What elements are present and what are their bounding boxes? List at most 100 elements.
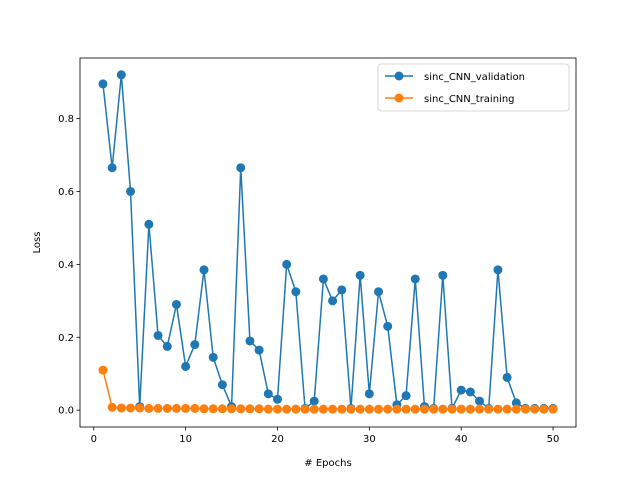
data-point-sinc-cnn-training	[98, 365, 108, 375]
data-point-sinc-cnn-training	[548, 404, 558, 414]
data-point-sinc-cnn-training	[401, 404, 411, 414]
data-point-sinc-cnn-validation	[217, 380, 227, 390]
data-point-sinc-cnn-validation	[190, 340, 200, 350]
data-point-sinc-cnn-validation	[383, 321, 393, 331]
x-axis-ticks: 0 10 20 30 40 50	[91, 427, 559, 445]
data-point-sinc-cnn-validation	[254, 345, 264, 355]
data-point-sinc-cnn-training	[190, 403, 200, 413]
data-point-sinc-cnn-validation	[162, 341, 172, 351]
data-point-sinc-cnn-validation	[245, 336, 255, 346]
data-point-sinc-cnn-validation	[465, 387, 475, 397]
data-point-sinc-cnn-validation	[236, 163, 246, 173]
data-point-sinc-cnn-training	[374, 404, 384, 414]
data-point-sinc-cnn-training	[539, 404, 549, 414]
series-sinc-cnn-training	[98, 365, 558, 414]
data-point-sinc-cnn-training	[419, 404, 429, 414]
legend-box	[377, 63, 570, 112]
data-point-sinc-cnn-training	[236, 404, 246, 414]
data-point-sinc-cnn-training	[392, 404, 402, 414]
y-axis-label: Loss	[32, 232, 43, 254]
x-tick-label: 10	[179, 434, 192, 445]
data-point-sinc-cnn-validation	[199, 265, 209, 275]
x-tick-label: 40	[455, 434, 468, 445]
data-point-sinc-cnn-training	[465, 404, 475, 414]
data-point-sinc-cnn-validation	[511, 398, 521, 408]
x-tick-label: 20	[271, 434, 284, 445]
data-point-sinc-cnn-validation	[291, 287, 301, 297]
data-point-sinc-cnn-training	[438, 404, 448, 414]
data-point-sinc-cnn-training	[291, 404, 301, 414]
legend: sinc_CNN_validation sinc_CNN_training	[377, 63, 570, 112]
data-point-sinc-cnn-training	[217, 404, 227, 414]
data-point-sinc-cnn-training	[135, 403, 145, 413]
y-tick-label: 0.6	[58, 187, 74, 198]
data-point-sinc-cnn-validation	[355, 270, 365, 280]
data-point-sinc-cnn-training	[318, 404, 328, 414]
data-point-sinc-cnn-training	[328, 404, 338, 414]
data-point-sinc-cnn-validation	[493, 265, 503, 275]
series-layer	[98, 70, 558, 414]
data-point-sinc-cnn-validation	[374, 287, 384, 297]
legend-validation-label: sinc_CNN_validation	[424, 72, 525, 83]
data-point-sinc-cnn-training	[346, 404, 356, 414]
data-point-sinc-cnn-validation	[438, 270, 448, 280]
y-tick-label: 0.2	[58, 333, 74, 344]
data-point-sinc-cnn-training	[493, 404, 503, 414]
data-point-sinc-cnn-training	[300, 404, 310, 414]
data-point-sinc-cnn-training	[208, 404, 218, 414]
data-point-sinc-cnn-training	[355, 404, 365, 414]
data-point-sinc-cnn-training	[171, 403, 181, 413]
data-point-sinc-cnn-validation	[282, 259, 292, 269]
data-point-sinc-cnn-training	[227, 404, 237, 414]
data-point-sinc-cnn-validation	[98, 79, 108, 89]
data-point-sinc-cnn-validation	[144, 219, 154, 229]
data-point-sinc-cnn-validation	[263, 389, 273, 399]
data-point-sinc-cnn-validation	[126, 186, 136, 196]
data-point-sinc-cnn-training	[107, 402, 117, 412]
y-tick-label: 0.0	[58, 406, 74, 417]
data-point-sinc-cnn-training	[199, 404, 209, 414]
data-point-sinc-cnn-validation	[318, 274, 328, 284]
data-point-sinc-cnn-training	[511, 404, 521, 414]
data-point-sinc-cnn-training	[282, 404, 292, 414]
data-point-sinc-cnn-training	[272, 404, 282, 414]
data-point-sinc-cnn-validation	[309, 396, 319, 406]
data-point-sinc-cnn-training	[245, 404, 255, 414]
data-point-sinc-cnn-validation	[475, 396, 485, 406]
data-point-sinc-cnn-validation	[410, 274, 420, 284]
data-point-sinc-cnn-training	[144, 403, 154, 413]
data-point-sinc-cnn-validation	[337, 285, 347, 295]
data-point-sinc-cnn-validation	[456, 385, 466, 395]
data-point-sinc-cnn-training	[181, 403, 191, 413]
data-point-sinc-cnn-training	[502, 404, 512, 414]
data-point-sinc-cnn-training	[116, 403, 126, 413]
data-point-sinc-cnn-validation	[364, 389, 374, 399]
data-point-sinc-cnn-training	[520, 404, 530, 414]
data-point-sinc-cnn-validation	[502, 372, 512, 382]
data-point-sinc-cnn-training	[337, 404, 347, 414]
data-point-sinc-cnn-training	[126, 403, 136, 413]
data-point-sinc-cnn-training	[309, 404, 319, 414]
x-tick-label: 0	[91, 434, 97, 445]
data-point-sinc-cnn-validation	[153, 330, 163, 340]
legend-validation-marker	[394, 71, 404, 81]
axes-frame	[79, 57, 577, 428]
y-axis-ticks: 0.0 0.2 0.4 0.6 0.8	[58, 114, 80, 417]
data-point-sinc-cnn-validation	[328, 296, 338, 306]
data-point-sinc-cnn-validation	[107, 163, 117, 173]
x-axis-label: # Epochs	[304, 458, 351, 469]
y-tick-label: 0.4	[58, 260, 74, 271]
data-point-sinc-cnn-validation	[171, 299, 181, 309]
data-point-sinc-cnn-training	[475, 404, 485, 414]
data-point-sinc-cnn-training	[484, 404, 494, 414]
data-point-sinc-cnn-training	[153, 403, 163, 413]
data-point-sinc-cnn-training	[383, 404, 393, 414]
data-point-sinc-cnn-validation	[181, 361, 191, 371]
y-tick-label: 0.8	[58, 114, 74, 125]
data-point-sinc-cnn-training	[410, 404, 420, 414]
data-point-sinc-cnn-training	[530, 404, 540, 414]
x-tick-label: 30	[363, 434, 376, 445]
data-point-sinc-cnn-training	[254, 404, 264, 414]
data-point-sinc-cnn-validation	[116, 70, 126, 80]
data-point-sinc-cnn-validation	[401, 391, 411, 401]
